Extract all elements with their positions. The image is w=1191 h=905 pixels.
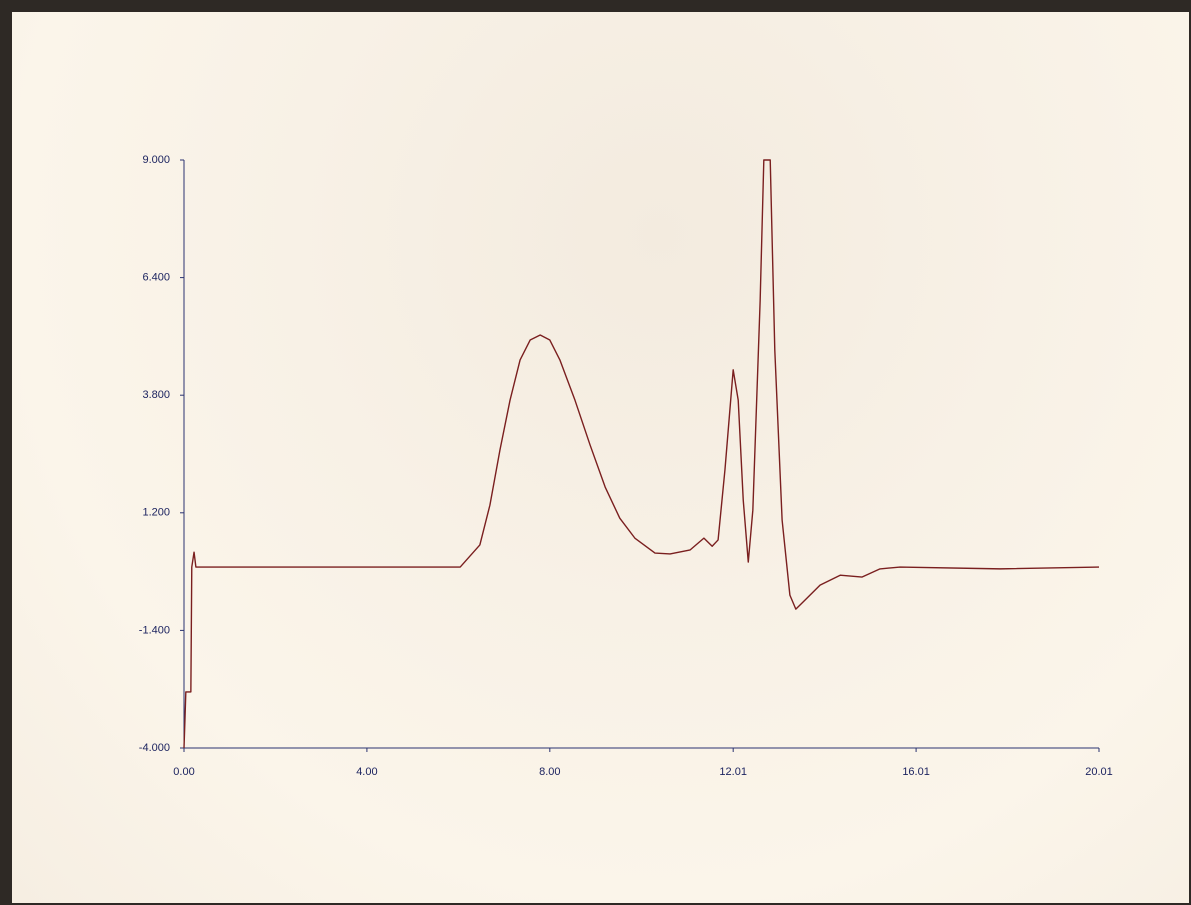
y-tick-label: 3.800 bbox=[142, 389, 170, 401]
y-tick-label: -4.000 bbox=[139, 742, 170, 754]
x-tick-label: 16.01 bbox=[902, 766, 930, 778]
x-tick-label: 20.01 bbox=[1085, 766, 1113, 778]
x-tick-label: 12.01 bbox=[719, 766, 747, 778]
y-tick-label: 6.400 bbox=[142, 272, 170, 284]
x-tick-label: 4.00 bbox=[356, 766, 377, 778]
x-tick-label: 0.00 bbox=[173, 766, 194, 778]
y-tick-label: -1.400 bbox=[139, 624, 170, 636]
trace-line bbox=[183, 159, 1100, 749]
y-tick-label: 9.000 bbox=[142, 154, 170, 166]
y-tick-label: 1.200 bbox=[142, 507, 170, 519]
x-tick-label: 8.00 bbox=[539, 766, 560, 778]
